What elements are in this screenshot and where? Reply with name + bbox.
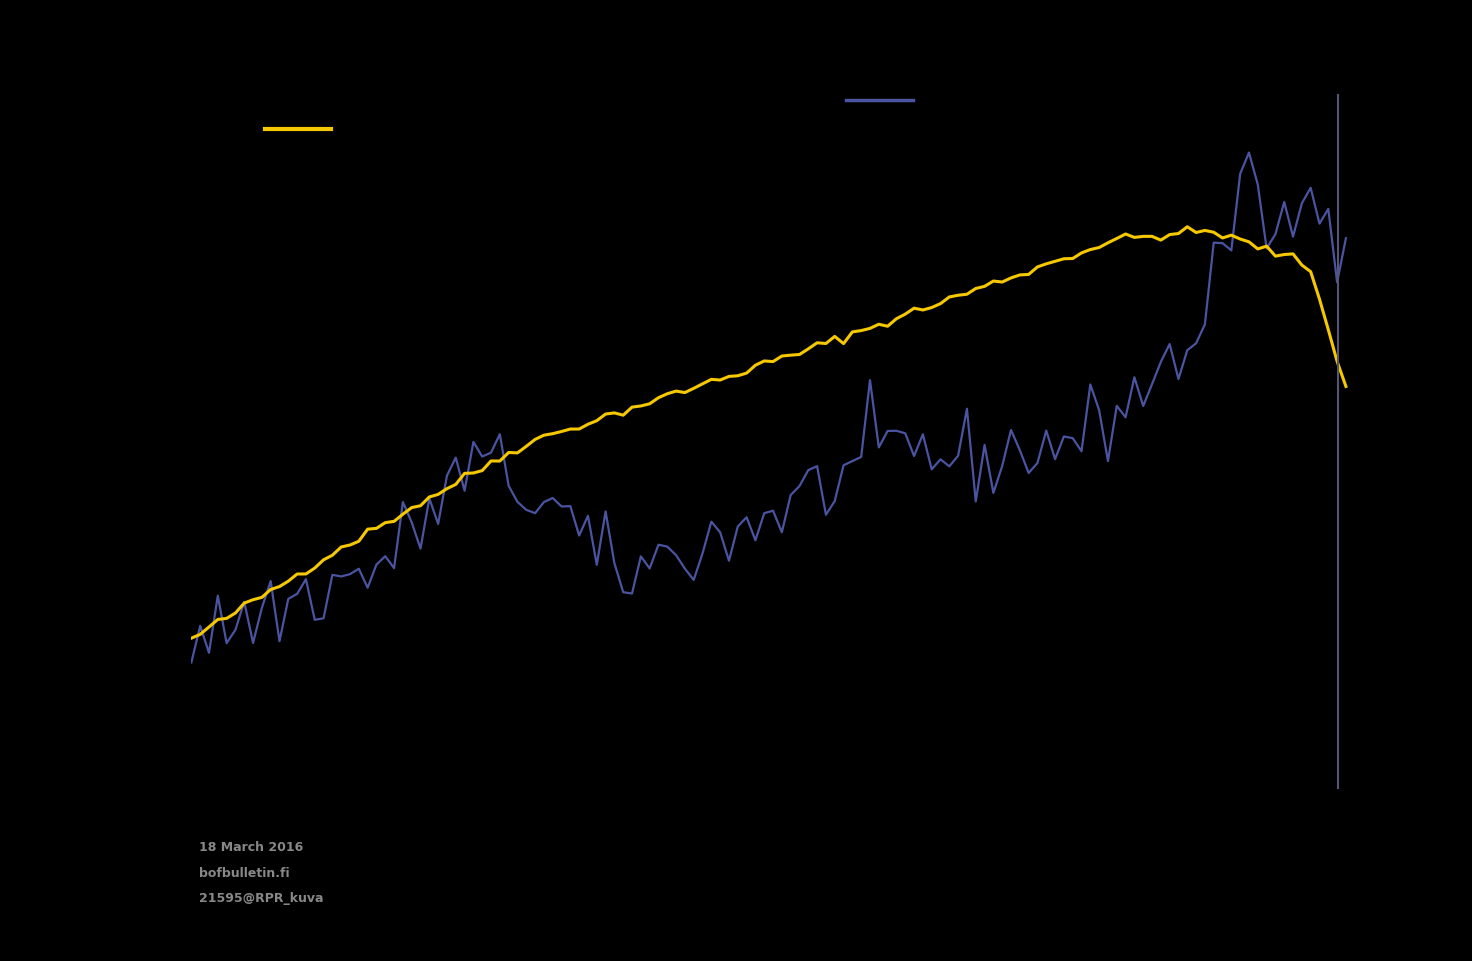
Text: bofbulletin.fi: bofbulletin.fi [199,867,290,879]
Text: 21595@RPR_kuva: 21595@RPR_kuva [199,892,324,904]
Text: 18 March 2016: 18 March 2016 [199,841,303,853]
